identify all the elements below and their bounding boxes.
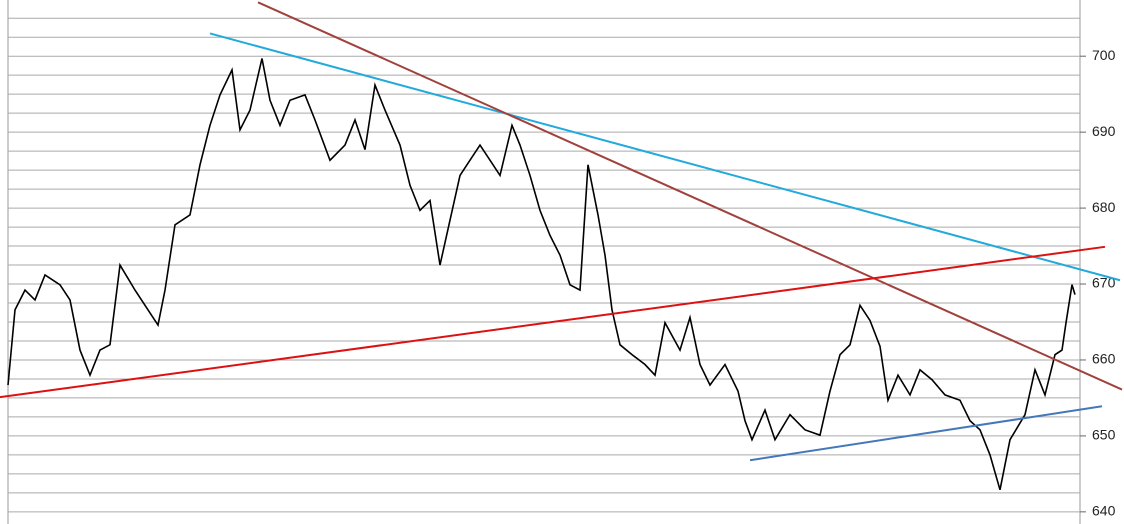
y-tick-label: 670 <box>1092 275 1116 291</box>
y-tick-label: 690 <box>1092 123 1116 139</box>
y-tick-label: 640 <box>1092 503 1116 519</box>
y-tick-label: 700 <box>1092 47 1116 63</box>
price-line <box>7 58 1076 491</box>
trend-line <box>257 1 1123 391</box>
y-tick-label: 660 <box>1092 351 1116 367</box>
trend-line <box>749 405 1103 462</box>
trend-line <box>0 245 1106 399</box>
y-tick-label: 650 <box>1092 427 1116 443</box>
trend-line <box>209 32 1121 282</box>
y-tick-label: 680 <box>1092 199 1116 215</box>
